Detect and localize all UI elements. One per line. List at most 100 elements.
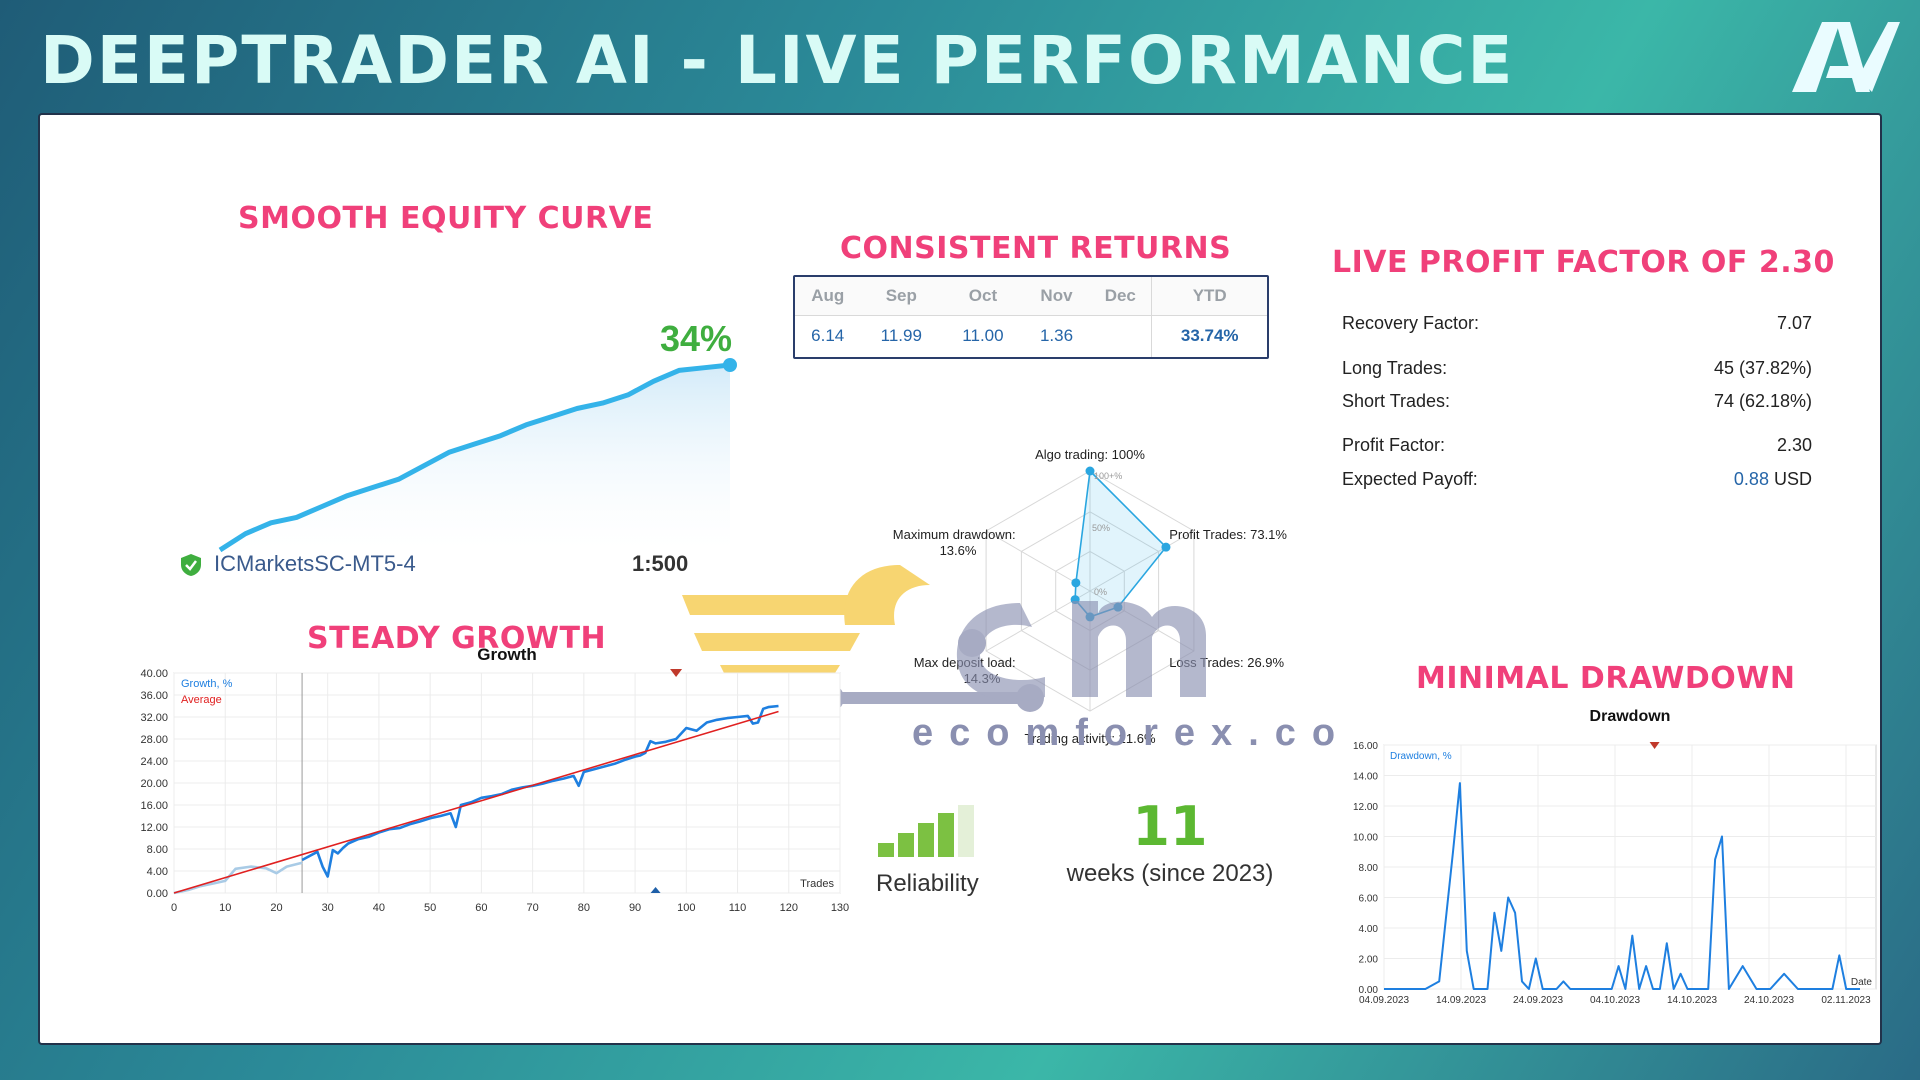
growth-bottom-marker-icon	[650, 887, 661, 893]
watermark-logo	[682, 565, 1206, 712]
returns-cell: 6.14	[811, 326, 845, 346]
growth-ytick: 36.00	[140, 690, 168, 702]
returns-cell-ytd: 33.74%	[1151, 315, 1267, 357]
growth-series-line	[301, 704, 779, 878]
growth-xtick: 50	[424, 902, 436, 914]
av-logo	[1792, 22, 1900, 92]
weeks-label: weeks (since 2023)	[1066, 860, 1274, 887]
drawdown-ytick: 0.00	[1359, 985, 1379, 996]
page-title: DEEPTRADER AI - LIVE PERFORMANCE	[40, 22, 1515, 99]
growth-ytick: 12.00	[140, 822, 168, 834]
growth-legend-growth: Growth, %	[181, 678, 233, 690]
radar-label-profit: Profit Trades: 73.1%	[1169, 527, 1287, 542]
reliability-bar	[878, 843, 894, 857]
drawdown-ytick: 14.00	[1353, 772, 1378, 783]
growth-section-title: STEADY GROWTH	[307, 621, 607, 656]
growth-series-line	[173, 861, 303, 895]
stat-value: 7.07	[1776, 313, 1812, 333]
reliability-label: Reliability	[876, 870, 979, 897]
returns-header: Sep	[860, 277, 943, 316]
stat-value: 74 (62.18%)	[1713, 391, 1812, 411]
radar-label-activity: Trading activity: 21.6%	[1024, 731, 1155, 746]
returns-header: Oct	[942, 277, 1024, 316]
growth-title: Growth	[477, 645, 537, 664]
drawdown-ytick: 6.00	[1359, 894, 1379, 905]
growth-series-line	[173, 710, 779, 894]
radar-ring-label: 50%	[1092, 523, 1110, 533]
weeks-value: 11	[1132, 795, 1208, 858]
stat-short-trades: Short Trades: 74 (62.18%)	[1342, 391, 1812, 412]
growth-xtick: 0	[171, 902, 177, 914]
radar-shape	[1074, 469, 1168, 618]
growth-xtick: 130	[831, 902, 849, 914]
drawdown-xtick: 04.09.2023	[1359, 995, 1409, 1005]
growth-xtick: 100	[677, 902, 695, 914]
stat-recovery-factor: Recovery Factor: 7.07	[1342, 313, 1812, 334]
drawdown-series-line	[1384, 782, 1860, 990]
radar-label-maxdd: Maximum drawdown:	[893, 527, 1016, 542]
dashboard-panel: SMOOTH EQUITY CURVE CONSISTENT RETURNS L…	[38, 113, 1882, 1045]
equity-area	[220, 365, 730, 550]
growth-xtick: 110	[729, 902, 747, 914]
drawdown-legend: Drawdown, %	[1390, 751, 1452, 762]
drawdown-xtick: 04.10.2023	[1590, 995, 1640, 1005]
growth-ytick: 16.00	[140, 800, 168, 812]
growth-xtick: 30	[322, 902, 334, 914]
stat-value: 45 (37.82%)	[1713, 358, 1812, 378]
growth-ytick: 20.00	[140, 778, 168, 790]
radar-ring-label: 0%	[1094, 587, 1107, 597]
drawdown-ytick: 10.00	[1353, 833, 1378, 844]
drawdown-xtick: 14.10.2023	[1667, 995, 1717, 1005]
growth-ytick: 4.00	[147, 866, 168, 878]
returns-cell: 1.36	[1039, 326, 1074, 346]
weeks-widget: 11 weeks (since 2023)	[1050, 795, 1290, 888]
reliability-bar	[938, 813, 954, 857]
radar-spoke	[1089, 530, 1195, 592]
radar-label-maxdd-value: 13.6%	[940, 543, 977, 558]
drawdown-xtick: 24.09.2023	[1513, 995, 1563, 1005]
drawdown-xtick: 02.11.2023	[1821, 995, 1871, 1005]
equity-end-point	[723, 358, 737, 372]
returns-header: Dec	[1089, 277, 1152, 316]
returns-table: Aug Sep Oct Nov Dec YTD 6.14 11.99 11.00…	[793, 275, 1269, 359]
reliability-bar	[958, 803, 974, 857]
growth-ytick: 8.00	[147, 844, 168, 856]
returns-header: Nov	[1023, 277, 1090, 316]
growth-xtick: 10	[219, 902, 231, 914]
growth-xtick: 70	[526, 902, 538, 914]
payoff-number: 0.88	[1733, 469, 1769, 489]
reliability-bar	[918, 823, 934, 857]
drawdown-ytick: 8.00	[1359, 863, 1379, 874]
drawdown-chart: Drawdown 0.00 2.00 4.00 6.00 8.00 10.00 12.00 14…	[1353, 708, 1877, 1005]
growth-xtick: 20	[270, 902, 282, 914]
drawdown-ytick: 4.00	[1359, 924, 1379, 935]
stat-label: Expected Payoff:	[1342, 469, 1478, 489]
returns-cell: 11.00	[962, 326, 1004, 346]
drawdown-ytick: 16.00	[1353, 741, 1378, 752]
growth-xtick: 40	[373, 902, 385, 914]
radar-ring-label: 100+%	[1094, 471, 1122, 481]
growth-ytick: 28.00	[140, 734, 168, 746]
reliability-bars-icon	[878, 803, 974, 857]
drawdown-xtick: 14.09.2023	[1436, 995, 1486, 1005]
leverage-label: 1:500	[632, 551, 689, 576]
growth-ytick: 0.00	[147, 888, 168, 900]
stat-long-trades: Long Trades: 45 (37.82%)	[1342, 358, 1812, 379]
returns-header: YTD	[1151, 277, 1267, 316]
watermark-text: ecomforex.com	[912, 712, 1340, 754]
radar-point	[1161, 542, 1171, 552]
verified-shield-icon	[180, 553, 202, 576]
growth-top-marker-icon	[670, 669, 683, 677]
stat-profit-factor: Profit Factor: 2.30	[1342, 435, 1812, 456]
radar-point	[1085, 466, 1095, 476]
drawdown-title: Drawdown	[1590, 708, 1671, 725]
growth-xtick: 120	[780, 902, 798, 914]
drawdown-section-title: MINIMAL DRAWDOWN	[1416, 661, 1796, 696]
stat-label: Short Trades:	[1342, 391, 1451, 411]
returns-cell	[1089, 315, 1152, 357]
drawdown-ytick: 12.00	[1353, 802, 1378, 813]
stat-label: Profit Factor:	[1342, 435, 1446, 455]
broker-server-label: ICMarketsSC-MT5-4	[214, 551, 416, 576]
growth-chart: Growth 0.00 4.00 8.00 12.00 16.00 20.00 24.00 28…	[140, 645, 849, 914]
radar-label-algo: Algo trading: 100%	[1035, 447, 1145, 462]
